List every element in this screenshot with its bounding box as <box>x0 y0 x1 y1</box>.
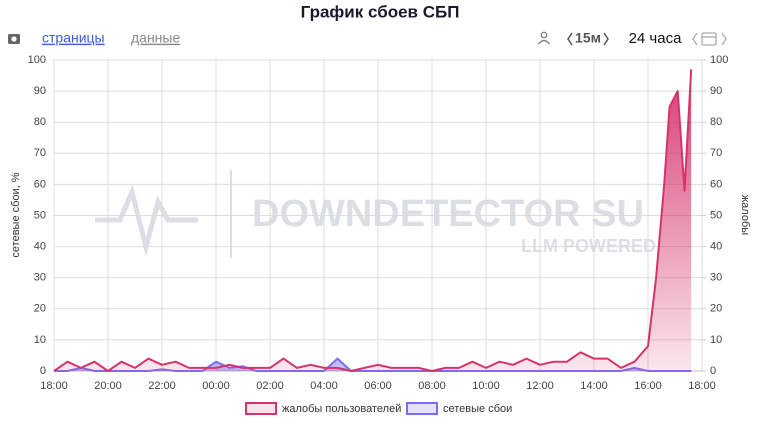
x-tick-label: 12:00 <box>526 380 554 392</box>
user-icon <box>538 31 550 45</box>
chart-title: График сбоев СБП <box>301 2 460 21</box>
calendar-icon[interactable] <box>692 32 727 46</box>
x-tick-label: 00:00 <box>202 380 230 392</box>
tab-pages[interactable]: страницы <box>42 30 105 46</box>
x-tick-label: 16:00 <box>634 380 662 392</box>
interval-arrows[interactable] <box>567 32 609 46</box>
x-tick-label: 06:00 <box>364 380 392 392</box>
x-tick-label: 08:00 <box>418 380 446 392</box>
x-tick-label: 18:00 <box>688 380 716 392</box>
y2-tick-label: 10 <box>710 334 722 346</box>
legend-label: сетевые сбои <box>443 403 512 415</box>
x-tick-label: 04:00 <box>310 380 338 392</box>
interval[interactable]: 15м <box>575 30 601 46</box>
legend-swatch <box>406 402 438 415</box>
y-tick-label: 70 <box>34 147 46 159</box>
y-tick-label: 60 <box>34 178 46 190</box>
y2-tick-label: 60 <box>710 178 722 190</box>
legend-label: жалобы пользователей <box>282 403 401 415</box>
watermark: DOWNDETECTOR SU LLM POWERED <box>95 170 656 258</box>
x-tick-label: 14:00 <box>580 380 608 392</box>
y2-tick-label: 80 <box>710 116 722 128</box>
y-tick-label: 10 <box>34 334 46 346</box>
y-tick-label: 20 <box>34 303 46 315</box>
x-tick-label: 22:00 <box>148 380 176 392</box>
watermark-subtitle: LLM POWERED <box>521 236 656 256</box>
y-tick-label: 40 <box>34 241 46 253</box>
watermark-title: DOWNDETECTOR SU <box>252 193 644 235</box>
legend-swatch <box>245 402 277 415</box>
x-tick-label: 20:00 <box>94 380 122 392</box>
y-tick-label: 100 <box>28 54 46 66</box>
y-tick-label: 0 <box>40 365 46 377</box>
range[interactable]: 24 часа <box>629 30 683 47</box>
y-tick-label: 90 <box>34 85 46 97</box>
y-axis-label: сетевые сбои, % <box>10 172 22 257</box>
y2-tick-label: 50 <box>710 209 722 221</box>
y2-tick-label: 30 <box>710 272 722 284</box>
y2-tick-label: 40 <box>710 241 722 253</box>
y2-tick-label: 20 <box>710 303 722 315</box>
x-tick-label: 10:00 <box>472 380 500 392</box>
y2-tick-label: 70 <box>710 147 722 159</box>
y2-tick-label: 100 <box>710 54 728 66</box>
tab-data[interactable]: данные <box>131 30 180 46</box>
grid <box>53 59 703 372</box>
y2-tick-label: 90 <box>710 85 722 97</box>
x-tick-label: 02:00 <box>256 380 284 392</box>
y-tick-label: 80 <box>34 116 46 128</box>
y-tick-label: 50 <box>34 209 46 221</box>
camera-icon[interactable] <box>8 34 20 44</box>
y2-axis-label: жалобы <box>739 195 751 235</box>
series-line <box>53 69 693 372</box>
x-tick-label: 18:00 <box>40 380 68 392</box>
y-tick-label: 30 <box>34 272 46 284</box>
y2-tick-label: 0 <box>710 365 716 377</box>
